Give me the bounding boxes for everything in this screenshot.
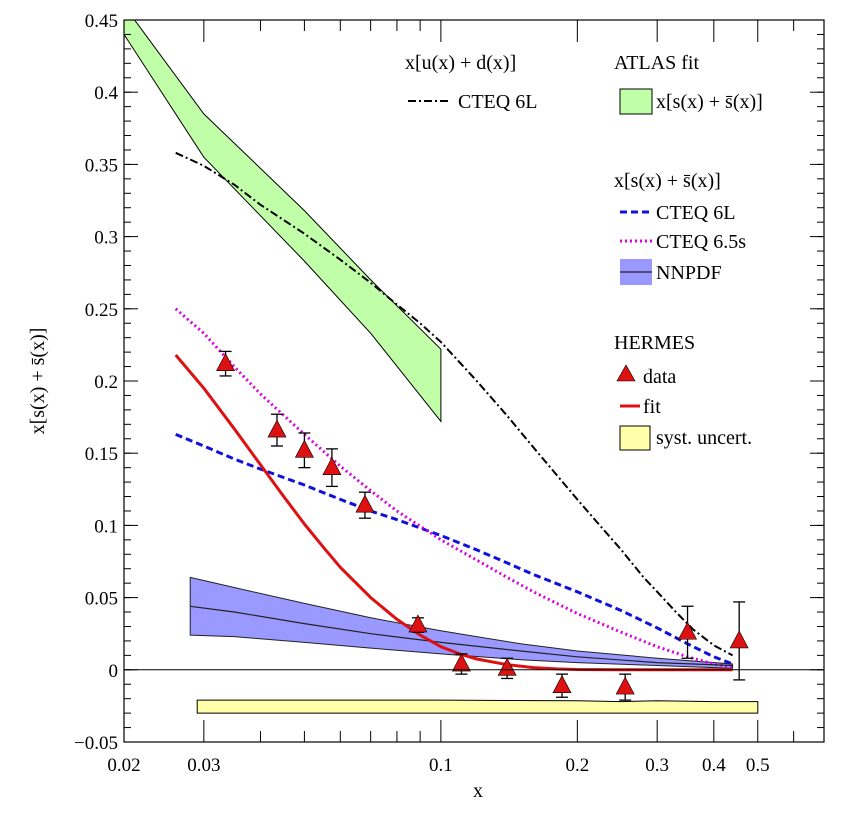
hermes-data-point bbox=[615, 676, 635, 695]
hermes-data-point bbox=[678, 621, 698, 640]
x-tick-label: 0.02 bbox=[107, 755, 140, 776]
syst-uncert-band bbox=[196, 699, 759, 714]
legend-atlas-label: x[s(x) + s̄(x)] bbox=[656, 91, 763, 113]
legend-s-cteq6l-label: CTEQ 6L bbox=[656, 202, 735, 224]
legend-atlas-header: ATLAS fit bbox=[614, 52, 699, 74]
y-tick-label: 0.4 bbox=[94, 83, 118, 104]
legend-hermes-data-label: data bbox=[643, 366, 676, 388]
y-tick-label: 0.1 bbox=[94, 516, 118, 537]
y-axis-label: x[s(x) + s̄(x)] bbox=[27, 328, 49, 435]
y-tick-label: 0 bbox=[109, 661, 119, 682]
y-tick-label: 0.45 bbox=[85, 11, 118, 32]
legend-hermes-header: HERMES bbox=[614, 332, 695, 354]
axis-ticks: −0.05 0 0.05 0.1 0.15 0.2 0.25 0.3 0.35 0.4 0.45 0.… bbox=[74, 11, 825, 776]
hermes-data-point bbox=[451, 653, 471, 672]
legend-s-cteq65s-label: CTEQ 6.5s bbox=[656, 231, 746, 253]
x-tick-label: 0.2 bbox=[565, 755, 589, 776]
nnpdf-central-curve bbox=[190, 605, 733, 667]
hermes-data-point bbox=[729, 630, 749, 649]
y-tick-label: 0.3 bbox=[94, 228, 118, 249]
y-tick-label: 0.2 bbox=[94, 372, 118, 393]
hermes-data-point bbox=[322, 456, 342, 475]
x-tick-label: 0.5 bbox=[746, 755, 770, 776]
legend-ud-header: x[u(x) + d(x)] bbox=[405, 52, 516, 74]
hermes-data-point bbox=[294, 439, 314, 458]
y-tick-label: 0.05 bbox=[85, 589, 118, 610]
cteq6l-ud-curve bbox=[175, 151, 734, 657]
legend-ud-cteq-label: CTEQ 6L bbox=[458, 91, 537, 113]
x-tick-label: 0.03 bbox=[187, 755, 220, 776]
y-tick-label: 0.25 bbox=[85, 300, 118, 321]
hermes-data-point bbox=[216, 353, 236, 371]
y-tick-label: 0.15 bbox=[85, 444, 118, 465]
legend-atlas-swatch bbox=[619, 88, 653, 115]
x-tick-label: 0.4 bbox=[702, 755, 726, 776]
cteq6l-s-curve bbox=[175, 433, 734, 666]
y-tick-label: −0.05 bbox=[74, 733, 118, 754]
x-axis-label: x bbox=[473, 780, 483, 802]
atlas-fit-band bbox=[124, 20, 442, 423]
hermes-data-point bbox=[408, 614, 428, 633]
hermes-data-point bbox=[355, 494, 375, 513]
legend-s-header: x[s(x) + s̄(x)] bbox=[614, 170, 721, 192]
x-tick-label: 0.1 bbox=[429, 755, 453, 776]
legend-hermes-data-marker bbox=[616, 364, 636, 382]
hermes-data-point bbox=[552, 675, 572, 693]
legend: x[u(x) + d(x)] CTEQ 6L ATLAS fit x[s(x) … bbox=[405, 52, 763, 451]
legend-syst-swatch bbox=[619, 425, 651, 451]
hermes-data-point bbox=[497, 657, 517, 676]
plot-content bbox=[124, 20, 759, 714]
legend-hermes-fit-label: fit bbox=[643, 396, 661, 418]
legend-hermes-syst-label: syst. uncert. bbox=[656, 427, 752, 449]
y-tick-label: 0.35 bbox=[85, 155, 118, 176]
legend-s-nnpdf-label: NNPDF bbox=[656, 262, 722, 284]
x-tick-label: 0.3 bbox=[645, 755, 669, 776]
hermes-data-point bbox=[267, 419, 287, 438]
